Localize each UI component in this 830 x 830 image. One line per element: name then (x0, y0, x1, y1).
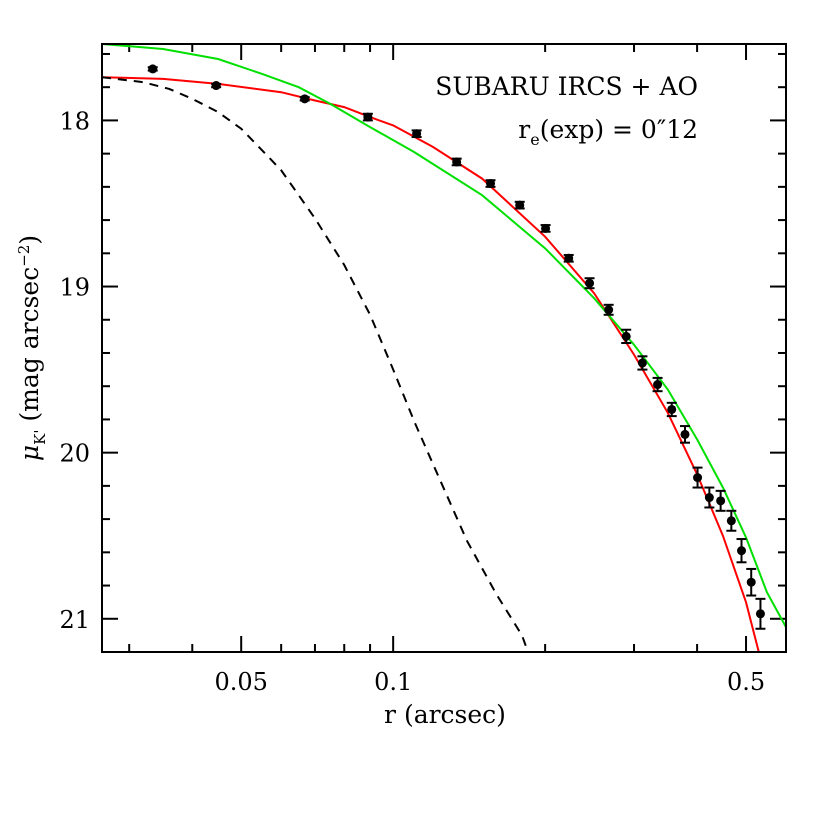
annotation-r: r (518, 115, 530, 144)
y-axis-close: ) (15, 235, 44, 245)
y-axis-exponent: −2 (15, 245, 33, 267)
data-point (726, 516, 736, 526)
data-point (637, 358, 647, 368)
y-tick-label: 18 (59, 107, 90, 135)
data-point (716, 496, 726, 506)
x-tick-label: 0.05 (214, 668, 267, 696)
data-point (486, 179, 496, 189)
data-point (585, 278, 595, 288)
annotation-value: 12 (666, 115, 698, 144)
data-point (541, 223, 551, 233)
annotation-arcsec-mark: ″ (657, 115, 666, 144)
annotation-instrument: SUBARU IRCS + AO (435, 72, 698, 101)
data-point (564, 253, 574, 263)
data-point (667, 404, 677, 414)
data-point (737, 546, 747, 556)
y-tick-label: 19 (59, 274, 90, 302)
annotation-effective-radius: re(exp) = 0″12 (518, 115, 698, 149)
data-point (755, 609, 765, 619)
data-point (693, 473, 703, 483)
data-point (653, 380, 663, 390)
annotation-r-subscript: e (530, 130, 539, 149)
data-point (300, 94, 310, 104)
plot-area (102, 44, 786, 652)
data-point (412, 129, 422, 139)
data-point (515, 200, 525, 210)
data-point (680, 429, 690, 439)
y-axis-symbol: μ (15, 445, 44, 461)
data-point (452, 157, 462, 167)
y-axis-title: μK' (mag arcsec−2) (15, 235, 49, 461)
plot-frame (101, 43, 787, 653)
tick-labels: 0.05 0.1 0.5 18 19 20 21 (59, 107, 765, 696)
x-tick-label: 0.1 (374, 668, 412, 696)
data-point (148, 64, 158, 74)
data-point (621, 331, 631, 341)
y-axis-units: (mag arcsec (15, 267, 44, 430)
x-axis-title: r (arcsec) (384, 700, 506, 729)
data-point (363, 112, 373, 122)
series-line-devauc_fit (102, 44, 786, 628)
data-point (746, 577, 756, 587)
annotation-exp-label: (exp) = 0 (540, 115, 657, 144)
data-point (704, 493, 714, 503)
y-tick-label: 20 (59, 440, 90, 468)
series-line-psf (102, 76, 529, 652)
y-axis-subscript: K' (31, 430, 49, 445)
data-point (211, 81, 221, 91)
x-tick-label: 0.5 (727, 668, 765, 696)
data-point (604, 305, 614, 315)
y-tick-label: 21 (59, 606, 90, 634)
